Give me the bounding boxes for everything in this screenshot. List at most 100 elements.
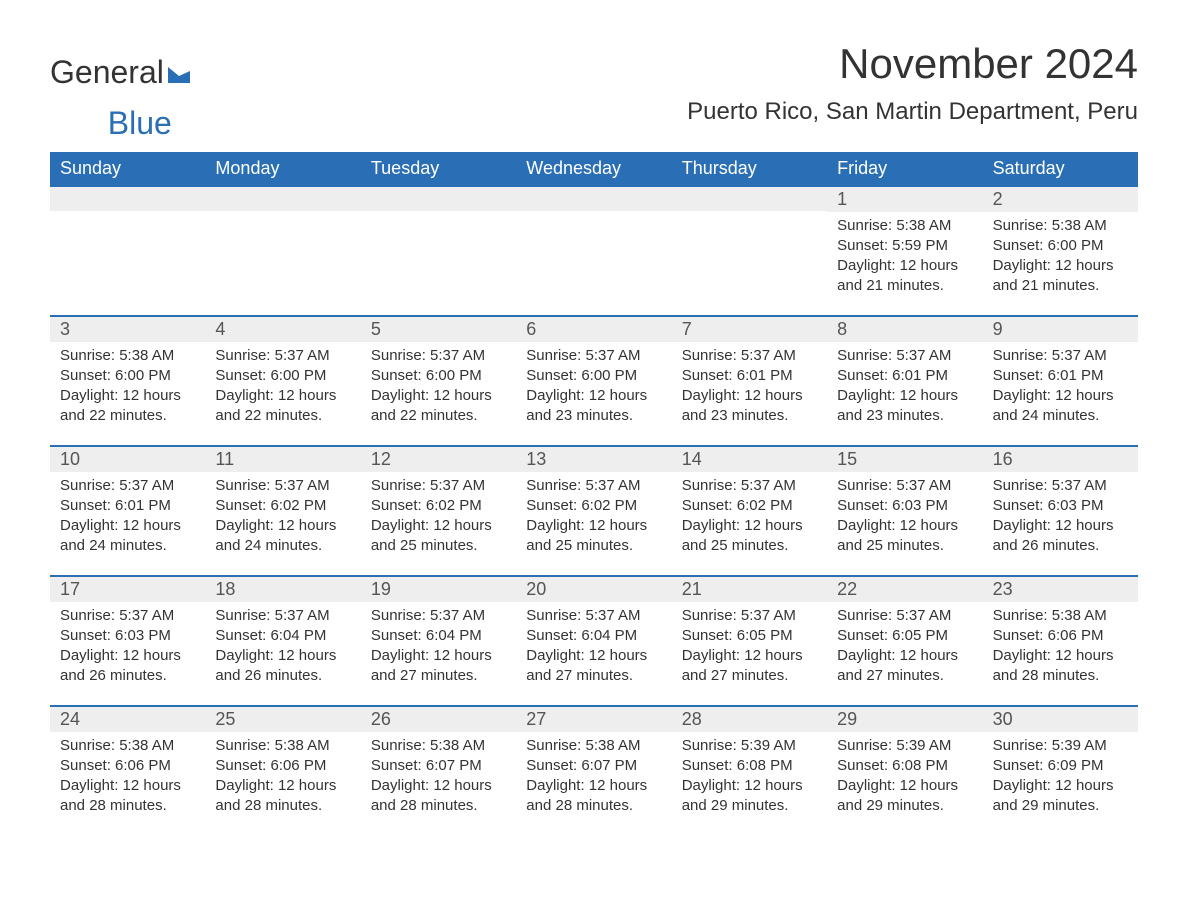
daylight-text: Daylight: 12 hours and 28 minutes. [215, 776, 350, 817]
logo: General Blue [50, 58, 190, 138]
day-number: 27 [516, 707, 671, 732]
day-body: Sunrise: 5:38 AMSunset: 6:07 PMDaylight:… [361, 732, 516, 817]
calendar: SundayMondayTuesdayWednesdayThursdayFrid… [50, 152, 1138, 835]
day-cell: 8Sunrise: 5:37 AMSunset: 6:01 PMDaylight… [827, 317, 982, 445]
sunrise-text: Sunrise: 5:37 AM [215, 346, 350, 366]
day-body: Sunrise: 5:37 AMSunset: 6:04 PMDaylight:… [361, 602, 516, 687]
day-cell [205, 187, 360, 315]
daylight-text: Daylight: 12 hours and 24 minutes. [215, 516, 350, 557]
sunrise-text: Sunrise: 5:37 AM [837, 346, 972, 366]
daylight-text: Daylight: 12 hours and 25 minutes. [682, 516, 817, 557]
day-number: 9 [983, 317, 1138, 342]
sunrise-text: Sunrise: 5:37 AM [526, 346, 661, 366]
sunset-text: Sunset: 6:01 PM [993, 366, 1128, 386]
day-body: Sunrise: 5:39 AMSunset: 6:09 PMDaylight:… [983, 732, 1138, 817]
day-number: 13 [516, 447, 671, 472]
daylight-text: Daylight: 12 hours and 25 minutes. [526, 516, 661, 557]
day-cell: 6Sunrise: 5:37 AMSunset: 6:00 PMDaylight… [516, 317, 671, 445]
logo-text-general: General [50, 58, 164, 87]
weekday-tuesday: Tuesday [361, 152, 516, 185]
location-title: Puerto Rico, San Martin Department, Peru [687, 98, 1138, 126]
sunset-text: Sunset: 6:07 PM [371, 756, 506, 776]
sunset-text: Sunset: 6:06 PM [215, 756, 350, 776]
day-cell: 4Sunrise: 5:37 AMSunset: 6:00 PMDaylight… [205, 317, 360, 445]
titles: November 2024 Puerto Rico, San Martin De… [687, 40, 1138, 126]
sunrise-text: Sunrise: 5:37 AM [993, 346, 1128, 366]
day-number: 15 [827, 447, 982, 472]
sunset-text: Sunset: 6:08 PM [682, 756, 817, 776]
day-cell: 25Sunrise: 5:38 AMSunset: 6:06 PMDayligh… [205, 707, 360, 835]
weekday-wednesday: Wednesday [516, 152, 671, 185]
header: General Blue November 2024 Puerto Rico, … [50, 40, 1138, 138]
day-cell: 10Sunrise: 5:37 AMSunset: 6:01 PMDayligh… [50, 447, 205, 575]
sunset-text: Sunset: 6:09 PM [993, 756, 1128, 776]
week-row: 24Sunrise: 5:38 AMSunset: 6:06 PMDayligh… [50, 705, 1138, 835]
day-number: 25 [205, 707, 360, 732]
daylight-text: Daylight: 12 hours and 26 minutes. [60, 646, 195, 687]
month-title: November 2024 [687, 40, 1138, 88]
day-body: Sunrise: 5:38 AMSunset: 5:59 PMDaylight:… [827, 212, 982, 297]
day-body: Sunrise: 5:37 AMSunset: 6:02 PMDaylight:… [205, 472, 360, 557]
day-body: Sunrise: 5:38 AMSunset: 6:00 PMDaylight:… [983, 212, 1138, 297]
day-number [516, 187, 671, 211]
daylight-text: Daylight: 12 hours and 23 minutes. [526, 386, 661, 427]
day-cell: 24Sunrise: 5:38 AMSunset: 6:06 PMDayligh… [50, 707, 205, 835]
sunrise-text: Sunrise: 5:37 AM [60, 606, 195, 626]
sunset-text: Sunset: 6:00 PM [993, 236, 1128, 256]
daylight-text: Daylight: 12 hours and 26 minutes. [993, 516, 1128, 557]
day-cell: 7Sunrise: 5:37 AMSunset: 6:01 PMDaylight… [672, 317, 827, 445]
week-row: 10Sunrise: 5:37 AMSunset: 6:01 PMDayligh… [50, 445, 1138, 575]
day-cell: 19Sunrise: 5:37 AMSunset: 6:04 PMDayligh… [361, 577, 516, 705]
day-cell: 2Sunrise: 5:38 AMSunset: 6:00 PMDaylight… [983, 187, 1138, 315]
sunset-text: Sunset: 6:01 PM [837, 366, 972, 386]
sunset-text: Sunset: 6:03 PM [60, 626, 195, 646]
day-cell [672, 187, 827, 315]
day-cell: 21Sunrise: 5:37 AMSunset: 6:05 PMDayligh… [672, 577, 827, 705]
daylight-text: Daylight: 12 hours and 28 minutes. [526, 776, 661, 817]
sunset-text: Sunset: 6:03 PM [837, 496, 972, 516]
daylight-text: Daylight: 12 hours and 21 minutes. [993, 256, 1128, 297]
day-body: Sunrise: 5:37 AMSunset: 6:04 PMDaylight:… [205, 602, 360, 687]
sunrise-text: Sunrise: 5:38 AM [993, 606, 1128, 626]
day-cell [50, 187, 205, 315]
day-cell: 23Sunrise: 5:38 AMSunset: 6:06 PMDayligh… [983, 577, 1138, 705]
day-number: 20 [516, 577, 671, 602]
day-cell [516, 187, 671, 315]
sunrise-text: Sunrise: 5:38 AM [60, 736, 195, 756]
day-number: 6 [516, 317, 671, 342]
day-number: 5 [361, 317, 516, 342]
sunset-text: Sunset: 6:01 PM [60, 496, 195, 516]
day-cell: 15Sunrise: 5:37 AMSunset: 6:03 PMDayligh… [827, 447, 982, 575]
sunrise-text: Sunrise: 5:39 AM [993, 736, 1128, 756]
day-body: Sunrise: 5:37 AMSunset: 6:00 PMDaylight:… [361, 342, 516, 427]
day-body: Sunrise: 5:38 AMSunset: 6:06 PMDaylight:… [205, 732, 360, 817]
day-body: Sunrise: 5:37 AMSunset: 6:01 PMDaylight:… [983, 342, 1138, 427]
sunset-text: Sunset: 6:05 PM [682, 626, 817, 646]
sunset-text: Sunset: 6:00 PM [215, 366, 350, 386]
day-cell: 1Sunrise: 5:38 AMSunset: 5:59 PMDaylight… [827, 187, 982, 315]
daylight-text: Daylight: 12 hours and 22 minutes. [371, 386, 506, 427]
daylight-text: Daylight: 12 hours and 26 minutes. [215, 646, 350, 687]
daylight-text: Daylight: 12 hours and 28 minutes. [993, 646, 1128, 687]
sunset-text: Sunset: 6:04 PM [215, 626, 350, 646]
daylight-text: Daylight: 12 hours and 23 minutes. [837, 386, 972, 427]
sunset-text: Sunset: 6:04 PM [371, 626, 506, 646]
day-cell: 13Sunrise: 5:37 AMSunset: 6:02 PMDayligh… [516, 447, 671, 575]
day-number: 23 [983, 577, 1138, 602]
daylight-text: Daylight: 12 hours and 27 minutes. [682, 646, 817, 687]
sunrise-text: Sunrise: 5:37 AM [215, 606, 350, 626]
daylight-text: Daylight: 12 hours and 29 minutes. [682, 776, 817, 817]
day-number [672, 187, 827, 211]
weekday-monday: Monday [205, 152, 360, 185]
day-cell: 17Sunrise: 5:37 AMSunset: 6:03 PMDayligh… [50, 577, 205, 705]
daylight-text: Daylight: 12 hours and 22 minutes. [215, 386, 350, 427]
day-cell: 28Sunrise: 5:39 AMSunset: 6:08 PMDayligh… [672, 707, 827, 835]
day-cell: 12Sunrise: 5:37 AMSunset: 6:02 PMDayligh… [361, 447, 516, 575]
sunrise-text: Sunrise: 5:37 AM [682, 606, 817, 626]
sunrise-text: Sunrise: 5:38 AM [993, 216, 1128, 236]
sunrise-text: Sunrise: 5:37 AM [526, 606, 661, 626]
sunrise-text: Sunrise: 5:37 AM [371, 606, 506, 626]
daylight-text: Daylight: 12 hours and 24 minutes. [60, 516, 195, 557]
sunrise-text: Sunrise: 5:37 AM [215, 476, 350, 496]
day-number: 2 [983, 187, 1138, 212]
